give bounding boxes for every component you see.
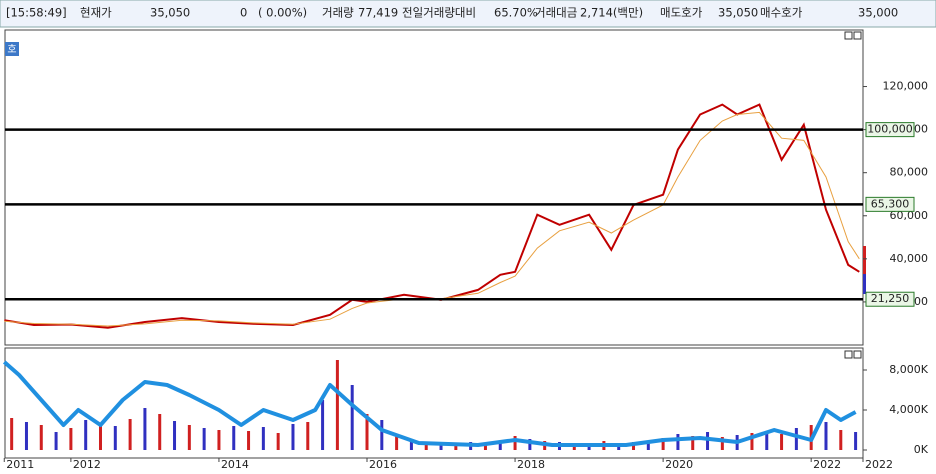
quote-text: 현재가	[80, 6, 112, 20]
volume-bar	[39, 425, 43, 450]
y-tick-label: 80,000	[890, 166, 929, 179]
y-tick-label: 0K	[914, 443, 929, 456]
volume-bar	[247, 431, 251, 450]
volume-bar	[676, 434, 680, 450]
volume-bar	[498, 441, 502, 450]
volume-bar	[261, 427, 265, 450]
volume-bar	[824, 422, 828, 450]
volume-bar	[98, 424, 102, 450]
level-label: 65,300	[871, 197, 910, 210]
volume-bar	[794, 428, 798, 450]
volume-bar	[113, 426, 117, 450]
x-tick-label: 2011	[6, 458, 34, 471]
volume-bar	[173, 421, 177, 450]
level-label: 100,000	[867, 123, 913, 136]
window-button[interactable]	[853, 31, 862, 40]
volume-bar	[424, 443, 428, 450]
volume-bar	[528, 439, 532, 450]
x-tick-label: 2012	[73, 458, 101, 471]
x-tick-label: 2016	[369, 458, 397, 471]
volume-bar	[202, 428, 206, 450]
price-line	[4, 111, 860, 327]
y-tick-label: 60,000	[890, 209, 929, 222]
volume-bar	[291, 424, 295, 450]
price-marker	[863, 246, 866, 274]
volume-bar	[84, 420, 88, 450]
volume-bar	[513, 436, 517, 450]
volume-bar	[350, 385, 354, 450]
volume-bar	[335, 360, 339, 450]
volume-bar	[661, 438, 665, 450]
volume-bar	[839, 430, 843, 450]
price-marker	[863, 274, 866, 294]
level-box	[865, 196, 915, 212]
volume-bar	[854, 432, 858, 450]
quote-bar	[0, 0, 936, 28]
quote-text: 35,050	[718, 6, 758, 20]
level-box	[865, 291, 915, 307]
window-button[interactable]	[844, 350, 853, 359]
y-tick-label: 40,000	[890, 252, 929, 265]
level-label: 21,250	[871, 292, 910, 305]
quote-text: [15:58:49]	[6, 6, 67, 20]
quote-text: 35,050	[150, 6, 190, 20]
volume-bar	[780, 434, 784, 450]
quote-text: 거래량	[322, 6, 354, 20]
quote-text: 2,714(백만)	[580, 6, 643, 20]
x-tick-label: 2018	[517, 458, 545, 471]
y-tick-label: 4,000K	[889, 403, 928, 416]
volume-bar	[646, 443, 650, 450]
volume-bar	[691, 436, 695, 450]
quote-text: 거래대금	[535, 6, 577, 20]
volume-bar	[750, 433, 754, 450]
volume-bar	[69, 428, 73, 450]
volume-bar	[380, 420, 384, 450]
volume-bar	[409, 441, 413, 450]
volume-average	[2, 360, 857, 447]
volume-bar	[276, 433, 280, 450]
volume-bar	[158, 414, 162, 450]
volume-bar	[439, 444, 443, 450]
badge[interactable]: 호	[7, 44, 16, 56]
volume-bar	[128, 419, 132, 450]
volume-bar	[321, 400, 325, 450]
volume-bar	[706, 432, 710, 450]
x-tick-label: 2020	[665, 458, 693, 471]
volume-bar	[765, 431, 769, 450]
volume-bar	[143, 408, 147, 450]
y-tick-label: 8,000K	[889, 363, 928, 376]
volume-bar	[365, 414, 369, 450]
quote-text: 매수호가	[760, 6, 803, 20]
quote-text: 65.70%	[494, 6, 538, 20]
x-tick-label: 2022	[813, 458, 841, 471]
quote-text: 35,000	[858, 6, 898, 20]
quote-text: 전일거래량대비	[402, 6, 476, 20]
volume-bar	[24, 422, 28, 450]
quote-text: ( 0.00%)	[258, 6, 307, 20]
x-tick-label: 2022	[865, 458, 893, 471]
volume-bar	[483, 444, 487, 450]
badge-box[interactable]	[5, 42, 19, 56]
price-panel	[4, 29, 864, 346]
quote-text: 77,419	[358, 6, 398, 20]
quote-text: 0	[240, 6, 247, 20]
volume-bar	[10, 418, 14, 450]
volume-bar	[187, 425, 191, 450]
volume-bar	[720, 437, 724, 450]
y-tick-label: 120,000	[883, 80, 929, 93]
level-box	[865, 122, 915, 138]
x-tick-label: 2014	[221, 458, 249, 471]
quote-text: 매도호가	[660, 6, 703, 20]
volume-bar	[454, 445, 458, 450]
volume-bar	[54, 432, 58, 450]
volume-bar	[395, 435, 399, 450]
price-line	[4, 103, 860, 329]
volume-bar	[217, 430, 221, 450]
volume-bar	[232, 426, 236, 450]
window-button[interactable]	[844, 31, 853, 40]
window-button[interactable]	[853, 350, 862, 359]
volume-bar	[306, 422, 310, 450]
